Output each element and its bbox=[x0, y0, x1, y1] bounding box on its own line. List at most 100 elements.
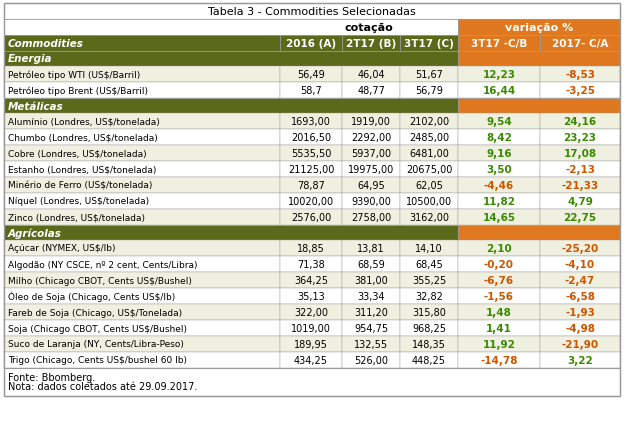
Bar bbox=[280, 130, 342, 146]
Text: 3T17 (C): 3T17 (C) bbox=[404, 39, 454, 49]
Text: Cobre (Londres, US$/tonelada): Cobre (Londres, US$/tonelada) bbox=[8, 149, 147, 158]
Text: 954,75: 954,75 bbox=[354, 323, 388, 333]
Text: Suco de Laranja (NY, Cents/Libra-Peso): Suco de Laranja (NY, Cents/Libra-Peso) bbox=[8, 340, 184, 349]
Text: Níquel (Londres, US$/tonelada): Níquel (Londres, US$/tonelada) bbox=[8, 197, 149, 206]
Text: Algodão (NY CSCE, nº 2 cent, Cents/Libra): Algodão (NY CSCE, nº 2 cent, Cents/Libra… bbox=[8, 260, 198, 269]
Text: 12,23: 12,23 bbox=[482, 70, 516, 80]
Text: 9,16: 9,16 bbox=[486, 148, 512, 159]
Text: 3,22: 3,22 bbox=[567, 355, 593, 365]
Text: 32,82: 32,82 bbox=[415, 291, 443, 301]
Bar bbox=[400, 146, 458, 162]
Bar bbox=[342, 288, 400, 304]
Bar bbox=[342, 304, 400, 320]
Bar bbox=[4, 146, 280, 162]
Text: 2102,00: 2102,00 bbox=[409, 117, 449, 127]
Text: -6,58: -6,58 bbox=[565, 291, 595, 301]
Bar bbox=[400, 162, 458, 177]
Bar bbox=[4, 162, 280, 177]
Text: 381,00: 381,00 bbox=[354, 276, 388, 285]
Text: 48,77: 48,77 bbox=[357, 86, 385, 96]
Bar bbox=[400, 130, 458, 146]
Bar bbox=[540, 36, 620, 52]
Text: -21,33: -21,33 bbox=[561, 180, 599, 191]
Bar bbox=[458, 20, 620, 36]
Text: -4,46: -4,46 bbox=[484, 180, 514, 191]
Bar bbox=[458, 177, 540, 194]
Bar bbox=[4, 194, 280, 209]
Text: 6481,00: 6481,00 bbox=[409, 148, 449, 159]
Text: 20675,00: 20675,00 bbox=[406, 165, 452, 175]
Bar bbox=[458, 146, 540, 162]
Bar bbox=[458, 130, 540, 146]
Bar bbox=[4, 368, 620, 396]
Text: -2,47: -2,47 bbox=[565, 276, 595, 285]
Text: Commodities: Commodities bbox=[8, 39, 84, 49]
Bar bbox=[4, 4, 620, 20]
Text: -21,90: -21,90 bbox=[562, 339, 599, 349]
Bar bbox=[458, 209, 540, 226]
Bar bbox=[540, 240, 620, 256]
Bar bbox=[342, 272, 400, 288]
Bar bbox=[540, 114, 620, 130]
Bar bbox=[458, 240, 540, 256]
Bar bbox=[458, 304, 540, 320]
Bar bbox=[342, 177, 400, 194]
Bar bbox=[400, 177, 458, 194]
Text: 448,25: 448,25 bbox=[412, 355, 446, 365]
Text: 311,20: 311,20 bbox=[354, 307, 388, 317]
Text: 24,16: 24,16 bbox=[564, 117, 596, 127]
Text: -1,93: -1,93 bbox=[565, 307, 595, 317]
Bar bbox=[458, 226, 620, 240]
Bar bbox=[540, 209, 620, 226]
Text: 71,38: 71,38 bbox=[297, 259, 325, 269]
Bar bbox=[540, 288, 620, 304]
Bar bbox=[342, 83, 400, 99]
Bar bbox=[540, 146, 620, 162]
Text: Milho (Chicago CBOT, Cents US$/Bushel): Milho (Chicago CBOT, Cents US$/Bushel) bbox=[8, 276, 192, 285]
Bar bbox=[4, 320, 280, 336]
Bar bbox=[458, 99, 620, 114]
Bar bbox=[342, 162, 400, 177]
Bar bbox=[280, 288, 342, 304]
Bar bbox=[4, 240, 280, 256]
Bar bbox=[400, 240, 458, 256]
Bar bbox=[342, 336, 400, 352]
Bar bbox=[280, 272, 342, 288]
Text: Minério de Ferro (US$/tonelada): Minério de Ferro (US$/tonelada) bbox=[8, 181, 152, 190]
Text: 1,41: 1,41 bbox=[486, 323, 512, 333]
Bar bbox=[280, 177, 342, 194]
Bar bbox=[280, 146, 342, 162]
Bar bbox=[280, 162, 342, 177]
Text: -8,53: -8,53 bbox=[565, 70, 595, 80]
Text: -4,10: -4,10 bbox=[565, 259, 595, 269]
Text: 58,7: 58,7 bbox=[300, 86, 322, 96]
Text: 21125,00: 21125,00 bbox=[288, 165, 334, 175]
Bar bbox=[280, 209, 342, 226]
Text: 10020,00: 10020,00 bbox=[288, 197, 334, 207]
Bar bbox=[540, 130, 620, 146]
Text: 315,80: 315,80 bbox=[412, 307, 446, 317]
Bar bbox=[540, 177, 620, 194]
Text: variação %: variação % bbox=[505, 23, 573, 33]
Bar bbox=[280, 114, 342, 130]
Text: Açúcar (NYMEX, US$/lb): Açúcar (NYMEX, US$/lb) bbox=[8, 244, 116, 253]
Bar bbox=[400, 336, 458, 352]
Bar bbox=[342, 256, 400, 272]
Text: Fareb de Soja (Chicago, US$/Tonelada): Fareb de Soja (Chicago, US$/Tonelada) bbox=[8, 308, 182, 317]
Text: 10500,00: 10500,00 bbox=[406, 197, 452, 207]
Text: 11,92: 11,92 bbox=[482, 339, 515, 349]
Bar bbox=[4, 83, 280, 99]
Text: 4,79: 4,79 bbox=[567, 197, 593, 207]
Text: -2,13: -2,13 bbox=[565, 165, 595, 175]
Text: 56,79: 56,79 bbox=[415, 86, 443, 96]
Bar bbox=[400, 272, 458, 288]
Bar bbox=[458, 336, 540, 352]
Bar bbox=[4, 52, 458, 67]
Bar bbox=[458, 162, 540, 177]
Bar bbox=[342, 209, 400, 226]
Text: 968,25: 968,25 bbox=[412, 323, 446, 333]
Text: 3162,00: 3162,00 bbox=[409, 212, 449, 223]
Bar bbox=[4, 99, 458, 114]
Bar bbox=[540, 67, 620, 83]
Bar bbox=[400, 256, 458, 272]
